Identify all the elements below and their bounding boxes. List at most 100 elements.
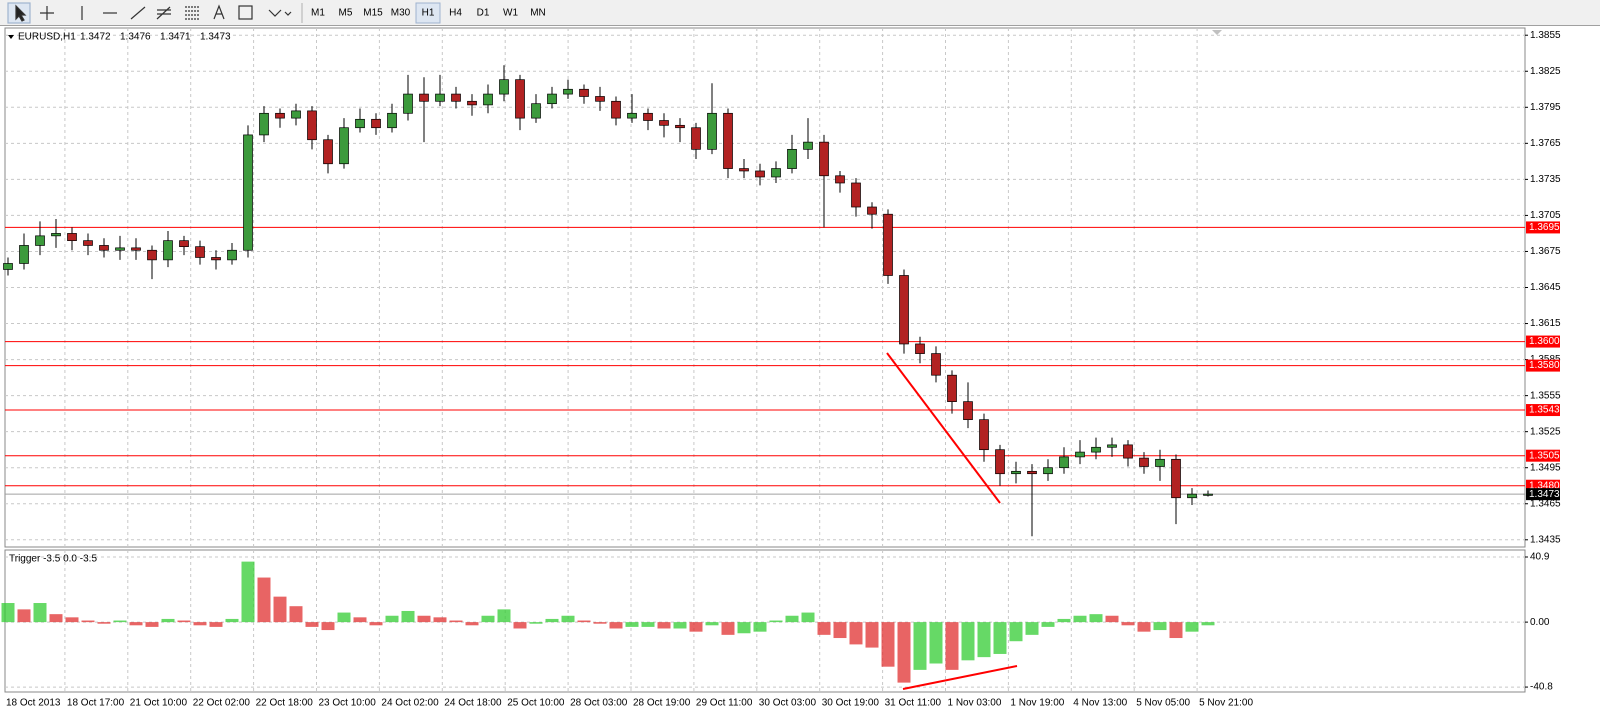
candle-body (1155, 458, 1165, 467)
candle-body (915, 343, 925, 354)
last-price-label: 1.3473 (1529, 489, 1560, 500)
candle-body (643, 112, 653, 121)
quote-value: 1.3472 (80, 32, 111, 43)
level-tag (1526, 335, 1560, 348)
fibo-icon[interactable] (185, 6, 199, 20)
candle-body (1091, 446, 1101, 453)
candle-body (1107, 444, 1117, 448)
histogram-bar (817, 622, 831, 635)
candle-body (131, 247, 141, 251)
y-tick-label: 1.3825 (1530, 66, 1561, 77)
timeframe-button[interactable]: M15 (363, 8, 383, 19)
candle-body (867, 206, 877, 215)
candle-body (531, 103, 541, 119)
channel-icon[interactable] (156, 6, 171, 20)
candle-body (83, 240, 93, 246)
candle-body (147, 249, 157, 261)
candle-body (35, 235, 45, 246)
candle-body (691, 127, 701, 150)
timeframe-button[interactable]: W1 (503, 8, 518, 19)
cursor-icon[interactable] (15, 4, 27, 22)
histogram-bar (561, 615, 575, 623)
candle-body (499, 79, 509, 95)
histogram-bar (753, 622, 767, 632)
x-tick-label: 22 Oct 18:00 (256, 698, 314, 709)
histogram-bar (993, 622, 1007, 654)
timeframe-button[interactable]: M1 (311, 8, 325, 19)
timeframe-button[interactable]: M30 (391, 8, 411, 19)
label-icon[interactable] (238, 5, 253, 20)
candle-body (355, 118, 365, 129)
level-label: 1.3580 (1529, 360, 1560, 371)
x-tick-label: 28 Oct 19:00 (633, 698, 691, 709)
histogram-bar (417, 615, 431, 623)
histogram-bar (273, 596, 287, 623)
histogram-bar (1153, 622, 1167, 631)
histogram-bar (961, 622, 975, 661)
histogram-bar (529, 622, 543, 624)
candle-body (1203, 493, 1213, 496)
x-tick-label: 30 Oct 03:00 (759, 698, 817, 709)
histogram-bar (1185, 622, 1199, 632)
candle-body (19, 245, 29, 264)
x-tick-label: 1 Nov 03:00 (948, 698, 1002, 709)
quote-value: 1.3476 (120, 32, 151, 43)
candle-body (3, 263, 13, 270)
histogram-bar (353, 617, 367, 623)
histogram-bar (577, 620, 591, 623)
histogram-bar (369, 622, 383, 626)
y-tick-label: 1.3855 (1530, 30, 1561, 41)
candle-body (483, 93, 493, 106)
x-tick-label: 24 Oct 18:00 (444, 698, 502, 709)
candle-body (979, 419, 989, 451)
indicator-title: Trigger -3.5 0.0 -3.5 (9, 554, 97, 565)
candle-body (1123, 444, 1133, 459)
histogram-bar (1009, 622, 1023, 642)
histogram-bar (449, 620, 463, 623)
histogram-bar (673, 622, 687, 629)
y-tick-label: -40.8 (1530, 682, 1553, 693)
candle-body (803, 141, 813, 150)
candle-body (883, 213, 893, 276)
text-icon[interactable] (213, 4, 225, 20)
histogram-bar (1089, 614, 1103, 623)
timeframe-button[interactable]: M5 (339, 8, 353, 19)
chart-title: EURUSD,H1 (18, 32, 76, 43)
crosshair-icon[interactable] (40, 6, 54, 20)
histogram-bar (625, 622, 639, 627)
timeframe-active-bg[interactable] (415, 2, 441, 24)
arrows-icon[interactable] (268, 9, 292, 17)
candle-body (99, 245, 109, 251)
y-tick-label: 1.3495 (1530, 462, 1561, 473)
trendline-icon[interactable] (130, 6, 146, 20)
y-tick-label: 1.3735 (1530, 174, 1561, 185)
level-label: 1.3600 (1529, 336, 1560, 347)
y-tick-label: 1.3795 (1530, 102, 1561, 113)
quote-value: 1.3473 (200, 32, 231, 43)
timeframe-button[interactable]: MN (530, 8, 546, 19)
candle-body (851, 182, 861, 208)
histogram-bar (177, 620, 191, 623)
histogram-bar (513, 622, 527, 629)
histogram-bar (33, 603, 47, 623)
timeframes: M1 M5 M15 M30 H1 H4 D1 W1 MN (311, 2, 546, 24)
y-tick-label: 40.9 (1530, 552, 1550, 563)
candle-body (67, 233, 77, 241)
y-tick-label: 1.3705 (1530, 210, 1561, 221)
x-tick-label: 29 Oct 11:00 (696, 698, 753, 709)
histogram-bar (1201, 622, 1215, 626)
timeframe-button[interactable]: D1 (477, 8, 490, 19)
level-tag (1526, 359, 1560, 372)
histogram-bar (785, 615, 799, 623)
y-tick-label: 1.3465 (1530, 498, 1561, 509)
candle-body (387, 112, 397, 129)
timeframe-button[interactable]: H4 (449, 8, 462, 19)
histogram-bar (145, 622, 159, 627)
y-tick-label: 1.3525 (1530, 426, 1561, 437)
histogram-bar (913, 622, 927, 670)
histogram-bar (481, 615, 495, 623)
timeframe-button[interactable]: H1 (422, 8, 435, 19)
histogram-bar (881, 622, 895, 667)
